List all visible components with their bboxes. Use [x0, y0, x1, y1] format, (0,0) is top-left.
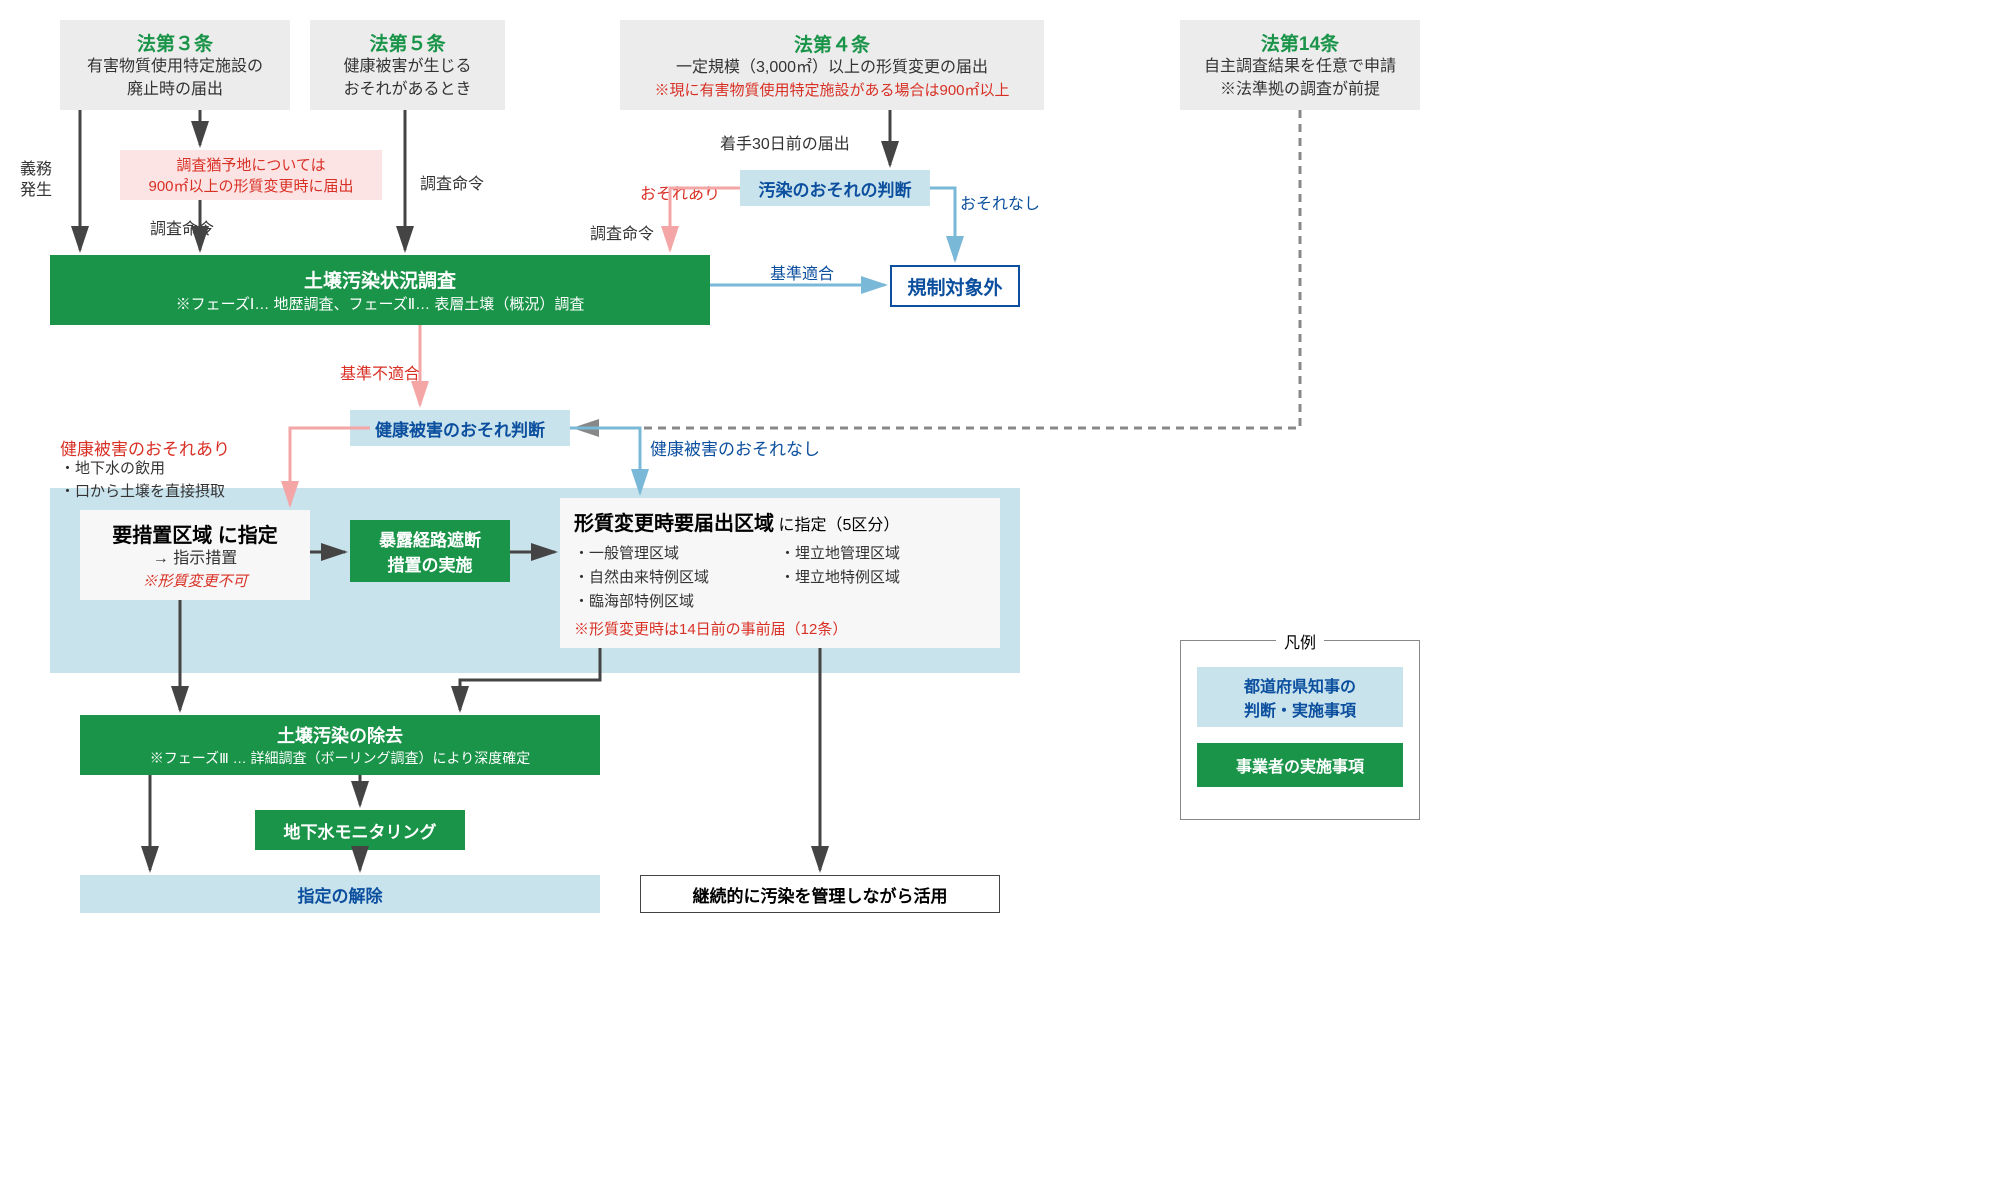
monitoring-box: 地下水モニタリング	[255, 810, 465, 850]
label-duty: 義務 発生	[20, 160, 52, 202]
law4-body: 一定規模（3,000㎡）以上の形質変更の届出	[676, 57, 988, 79]
survey-title: 土壌汚染状況調査	[304, 266, 456, 293]
legend-biz: 事業者の実施事項	[1197, 743, 1403, 787]
removal-title: 土壌汚染の除去	[277, 722, 403, 748]
pink-900-box: 調査猶予地については 900㎡以上の形質変更時に届出	[120, 150, 382, 200]
law5-box: 法第５条 健康被害が生じる おそれがあるとき	[310, 20, 505, 110]
label-order2: 調査命令	[420, 170, 484, 194]
removal-note: ※フェーズⅢ … 詳細調査（ボーリング調査）により深度確定	[150, 748, 530, 768]
label-health-yes: 健康被害のおそれあり	[60, 435, 230, 460]
legend-gov: 都道府県知事の 判断・実施事項	[1197, 667, 1403, 727]
judge-health-text: 健康被害のおそれ判断	[375, 416, 545, 441]
exposure-box: 暴露経路遮断 措置の実施	[350, 520, 510, 582]
label-health-list: ・地下水の飲用 ・口から土壌を直接摂取	[60, 458, 225, 503]
judge-pollution-box: 汚染のおそれの判断	[740, 170, 930, 206]
area-required-sub: → 指示措置	[153, 548, 237, 570]
release-text: 指定の解除	[298, 882, 383, 907]
area-notify-box: 形質変更時要届出区域 に指定（5区分） ・一般管理区域・埋立地管理区域 ・自然由…	[560, 498, 1000, 648]
law3-box: 法第３条 有害物質使用特定施設の 廃止時の届出	[60, 20, 290, 110]
law5-body: 健康被害が生じる おそれがあるとき	[343, 56, 471, 101]
survey-box: 土壌汚染状況調査 ※フェーズⅠ… 地歴調査、フェーズⅡ… 表層土壌（概況）調査	[50, 255, 710, 325]
law4-box: 法第４条 一定規模（3,000㎡）以上の形質変更の届出 ※現に有害物質使用特定施…	[620, 20, 1044, 110]
area-required-box: 要措置区域 に指定 → 指示措置 ※形質変更不可	[80, 510, 310, 600]
pink-900-text: 調査猶予地については 900㎡以上の形質変更時に届出	[148, 154, 353, 196]
out-of-scope-box: 規制対象外	[890, 265, 1020, 307]
release-box: 指定の解除	[80, 875, 600, 913]
continuous-text: 継続的に汚染を管理しながら活用	[693, 882, 948, 907]
law14-title: 法第14条	[1261, 29, 1339, 56]
judge-health-box: 健康被害のおそれ判断	[350, 410, 570, 446]
label-risk-no: おそれなし	[960, 190, 1040, 214]
law3-body: 有害物質使用特定施設の 廃止時の届出	[87, 56, 263, 101]
label-order3: 調査命令	[590, 220, 654, 244]
law4-title: 法第４条	[794, 30, 870, 57]
law14-body: 自主調査結果を任意で申請 ※法準拠の調査が前提	[1204, 56, 1396, 101]
label-health-no: 健康被害のおそれなし	[650, 435, 820, 460]
judge-pollution-text: 汚染のおそれの判断	[759, 176, 912, 201]
area-required-note: ※形質変更不可	[142, 570, 247, 591]
area-notify-note: ※形質変更時は14日前の事前届（12条）	[574, 618, 847, 639]
removal-box: 土壌汚染の除去 ※フェーズⅢ … 詳細調査（ボーリング調査）により深度確定	[80, 715, 600, 775]
label-risk-yes: おそれあり	[640, 180, 720, 204]
law14-box: 法第14条 自主調査結果を任意で申請 ※法準拠の調査が前提	[1180, 20, 1420, 110]
label-order1: 調査命令	[150, 215, 214, 239]
continuous-box: 継続的に汚染を管理しながら活用	[640, 875, 1000, 913]
area-notify-items: ・一般管理区域・埋立地管理区域 ・自然由来特例区域・埋立地特例区域 ・臨海部特例…	[574, 542, 986, 614]
law3-title: 法第３条	[137, 29, 213, 56]
exposure-text: 暴露経路遮断 措置の実施	[379, 526, 481, 576]
legend-box: 凡例 都道府県知事の 判断・実施事項 事業者の実施事項	[1180, 640, 1420, 820]
area-notify-title: 形質変更時要届出区域 に指定（5区分）	[574, 507, 986, 536]
area-required-title: 要措置区域 に指定	[112, 519, 278, 548]
survey-note: ※フェーズⅠ… 地歴調査、フェーズⅡ… 表層土壌（概況）調査	[176, 293, 585, 314]
label-thirty: 着手30日前の届出	[720, 130, 850, 154]
monitoring-text: 地下水モニタリング	[284, 818, 437, 843]
law5-title: 法第５条	[369, 29, 445, 56]
legend-title: 凡例	[1276, 629, 1324, 653]
label-std-ok: 基準適合	[770, 260, 834, 284]
out-of-scope-text: 規制対象外	[907, 273, 1002, 300]
law4-note: ※現に有害物質使用特定施設がある場合は900㎡以上	[654, 79, 1009, 100]
label-std-ng: 基準不適合	[340, 360, 420, 384]
